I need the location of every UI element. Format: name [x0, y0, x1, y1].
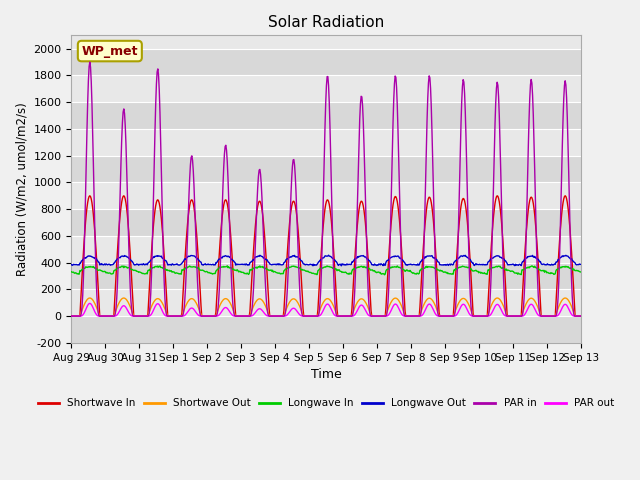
Bar	[72, 289, 580, 316]
Bar	[72, 129, 580, 156]
Text: WP_met: WP_met	[81, 45, 138, 58]
Bar	[72, 75, 580, 102]
Title: Solar Radiation: Solar Radiation	[268, 15, 384, 30]
Legend: Shortwave In, Shortwave Out, Longwave In, Longwave Out, PAR in, PAR out: Shortwave In, Shortwave Out, Longwave In…	[34, 394, 618, 412]
X-axis label: Time: Time	[310, 368, 342, 381]
Y-axis label: Radiation (W/m2, umol/m2/s): Radiation (W/m2, umol/m2/s)	[15, 102, 28, 276]
Bar	[72, 316, 580, 343]
Bar	[72, 48, 580, 75]
Bar	[72, 263, 580, 289]
Bar	[72, 182, 580, 209]
Bar	[72, 209, 580, 236]
Bar	[72, 236, 580, 263]
Bar	[72, 156, 580, 182]
Bar	[72, 102, 580, 129]
